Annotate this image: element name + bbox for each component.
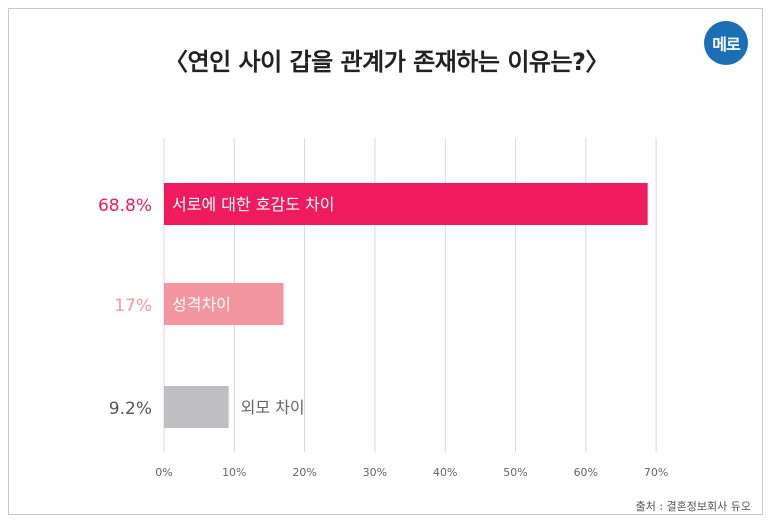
bar: [164, 283, 284, 325]
x-tick-label: 0%: [155, 466, 172, 479]
chart-title: 〈연인 사이 갑을 관계가 존재하는 이유는?〉: [164, 48, 609, 76]
x-tick-label: 10%: [222, 466, 246, 479]
chart-frame: [8, 8, 763, 515]
source-note: 출처 : 결혼정보회사 듀오: [635, 500, 751, 513]
x-tick-label: 60%: [574, 466, 598, 479]
bar: [164, 386, 229, 428]
value-label: 68.8%: [98, 196, 152, 216]
x-tick-label: 40%: [433, 466, 457, 479]
brand-logo: 메로: [704, 21, 748, 65]
value-label: 17%: [114, 296, 152, 316]
bar: [164, 183, 648, 225]
x-tick-label: 20%: [292, 466, 316, 479]
x-tick-label: 30%: [363, 466, 387, 479]
x-tick-label: 70%: [644, 466, 668, 479]
category-label: 성격차이: [172, 295, 231, 314]
category-label: 서로에 대한 호감도 차이: [172, 195, 334, 214]
category-label: 외모 차이: [241, 398, 305, 417]
x-tick-label: 50%: [503, 466, 527, 479]
value-label: 9.2%: [109, 399, 152, 419]
